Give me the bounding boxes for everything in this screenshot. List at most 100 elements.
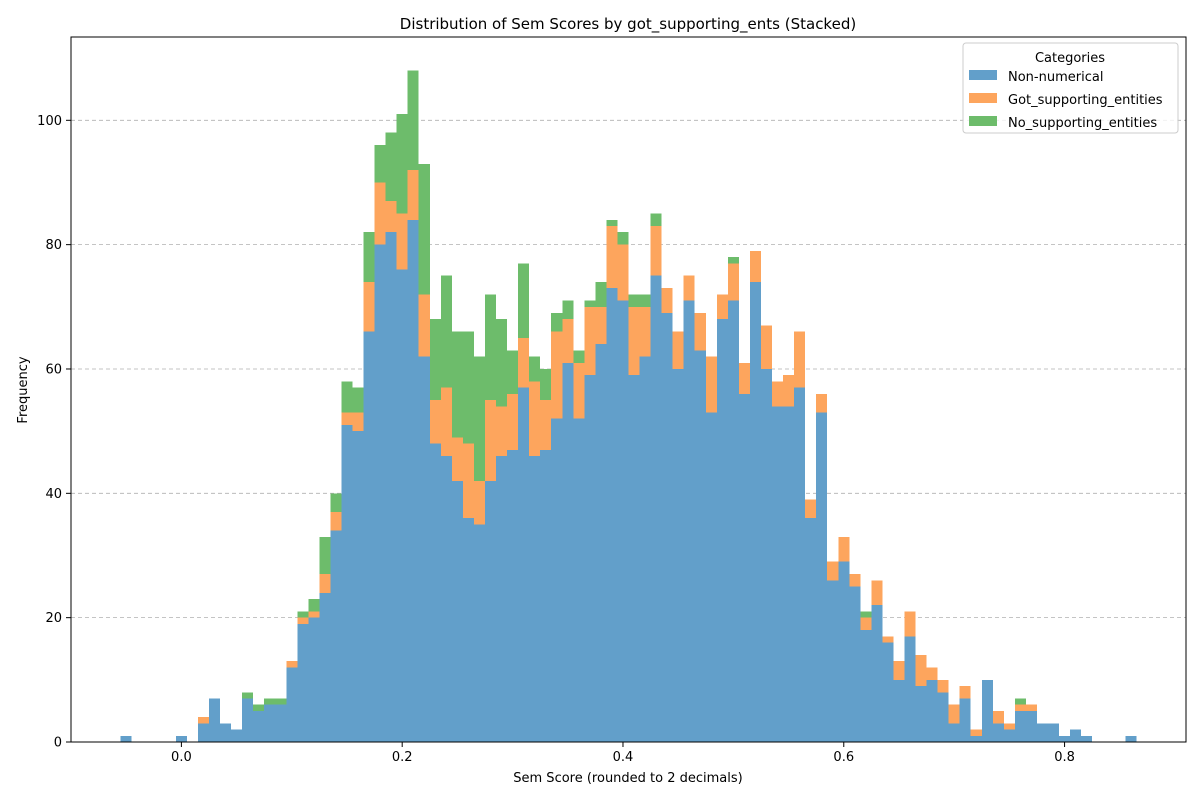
bar-non-numerical	[363, 331, 375, 742]
bar-got-supporting	[319, 574, 331, 593]
y-tick-label: 100	[37, 114, 62, 129]
bar-non-numerical	[893, 679, 905, 742]
bar-no-supporting	[253, 704, 265, 711]
bar-non-numerical	[783, 406, 795, 742]
bar-no-supporting	[330, 493, 342, 512]
y-axis-ticks: 0 20 40 60 80 100	[37, 114, 71, 751]
bar-got-supporting	[606, 225, 618, 289]
bar-got-supporting	[617, 244, 629, 301]
bar-no-supporting	[363, 232, 375, 282]
bar-non-numerical	[992, 723, 1004, 742]
x-tick-label: 0.6	[833, 750, 854, 765]
bar-non-numerical	[816, 412, 828, 742]
bar-no-supporting	[275, 698, 287, 705]
bar-non-numerical	[882, 642, 894, 742]
bar-no-supporting	[518, 263, 530, 338]
bar-non-numerical	[694, 350, 706, 742]
bar-non-numerical	[341, 424, 353, 742]
bar-got-supporting	[937, 679, 949, 693]
bar-got-supporting	[540, 400, 552, 450]
bar-got-supporting	[727, 263, 739, 301]
bar-non-numerical	[738, 393, 750, 742]
legend: Categories Non-numerical Got_supporting_…	[962, 42, 1179, 134]
bar-no-supporting	[860, 611, 872, 618]
bar-non-numerical	[617, 300, 629, 742]
bar-non-numerical	[1125, 735, 1137, 742]
bar-got-supporting	[562, 319, 574, 363]
bar-non-numerical	[197, 723, 209, 742]
bar-non-numerical	[264, 704, 276, 742]
x-tick-label: 0.0	[171, 750, 192, 765]
legend-box	[962, 42, 1179, 134]
bar-non-numerical	[429, 443, 441, 742]
bar-got-supporting	[573, 362, 585, 419]
bar-non-numerical	[948, 723, 960, 742]
bar-non-numerical	[573, 418, 585, 742]
legend-swatch-non-numerical	[969, 70, 997, 80]
bar-no-supporting	[727, 257, 739, 264]
bar-no-supporting	[551, 313, 563, 332]
bar-non-numerical	[772, 406, 784, 742]
bar-non-numerical	[926, 679, 938, 742]
bar-non-numerical	[540, 449, 552, 742]
bar-got-supporting	[705, 356, 717, 413]
bar-non-numerical	[1036, 723, 1049, 742]
bar-non-numerical	[749, 281, 761, 742]
bar-non-numerical	[661, 313, 673, 742]
x-axis-ticks: 0.0 0.2 0.4 0.6 0.8	[171, 742, 1075, 765]
bar-got-supporting	[716, 294, 728, 320]
bar-no-supporting	[440, 275, 452, 388]
bar-non-numerical	[286, 667, 298, 742]
bar-non-numerical	[407, 219, 419, 742]
bar-non-numerical	[385, 232, 397, 742]
bar-no-supporting	[352, 387, 364, 413]
bar-non-numerical	[484, 480, 497, 742]
bar-no-supporting	[617, 232, 629, 245]
bar-got-supporting	[650, 225, 662, 276]
bar-non-numerical	[242, 698, 254, 742]
y-axis-label: Frequency	[16, 356, 31, 423]
bar-got-supporting	[308, 611, 320, 618]
bar-non-numerical	[860, 630, 872, 742]
bar-got-supporting	[396, 213, 408, 270]
bar-got-supporting	[694, 313, 706, 351]
bar-non-numerical	[275, 704, 287, 742]
y-tick-label: 20	[45, 611, 62, 626]
bar-no-supporting	[562, 300, 574, 320]
bar-no-supporting	[1014, 698, 1026, 705]
bar-got-supporting	[363, 281, 375, 332]
bar-got-supporting	[352, 412, 364, 432]
bar-no-supporting	[595, 281, 607, 307]
bar-got-supporting	[772, 381, 784, 407]
bar-no-supporting	[429, 319, 441, 401]
bar-no-supporting	[264, 698, 276, 705]
bar-non-numerical	[518, 387, 530, 742]
bar-no-supporting	[297, 611, 309, 618]
y-gridlines	[71, 119, 1186, 619]
bar-non-numerical	[904, 636, 916, 742]
bar-got-supporting	[584, 306, 596, 376]
bar-no-supporting	[628, 294, 640, 307]
bar-non-numerical	[760, 368, 773, 742]
bar-non-numerical	[396, 269, 408, 742]
bar-got-supporting	[639, 306, 651, 357]
x-tick-label: 0.2	[392, 750, 413, 765]
bar-non-numerical	[297, 623, 309, 742]
bar-non-numerical	[606, 288, 618, 742]
bar-non-numerical	[650, 275, 662, 742]
legend-swatch-no-supporting	[969, 116, 997, 126]
bar-got-supporting	[760, 325, 773, 369]
bar-non-numerical	[915, 686, 927, 742]
bar-got-supporting	[1003, 723, 1015, 730]
bar-got-supporting	[462, 443, 474, 519]
legend-swatch-got-supporting	[969, 93, 997, 103]
bar-no-supporting	[341, 381, 353, 413]
bar-non-numerical	[672, 368, 684, 742]
bar-got-supporting	[473, 480, 485, 525]
bar-non-numerical	[175, 735, 187, 742]
bar-got-supporting	[1014, 704, 1026, 711]
bar-non-numerical	[683, 300, 695, 742]
chart-title: Distribution of Sem Scores by got_suppor…	[400, 15, 856, 34]
bar-got-supporting	[529, 381, 541, 457]
bar-no-supporting	[529, 356, 541, 382]
